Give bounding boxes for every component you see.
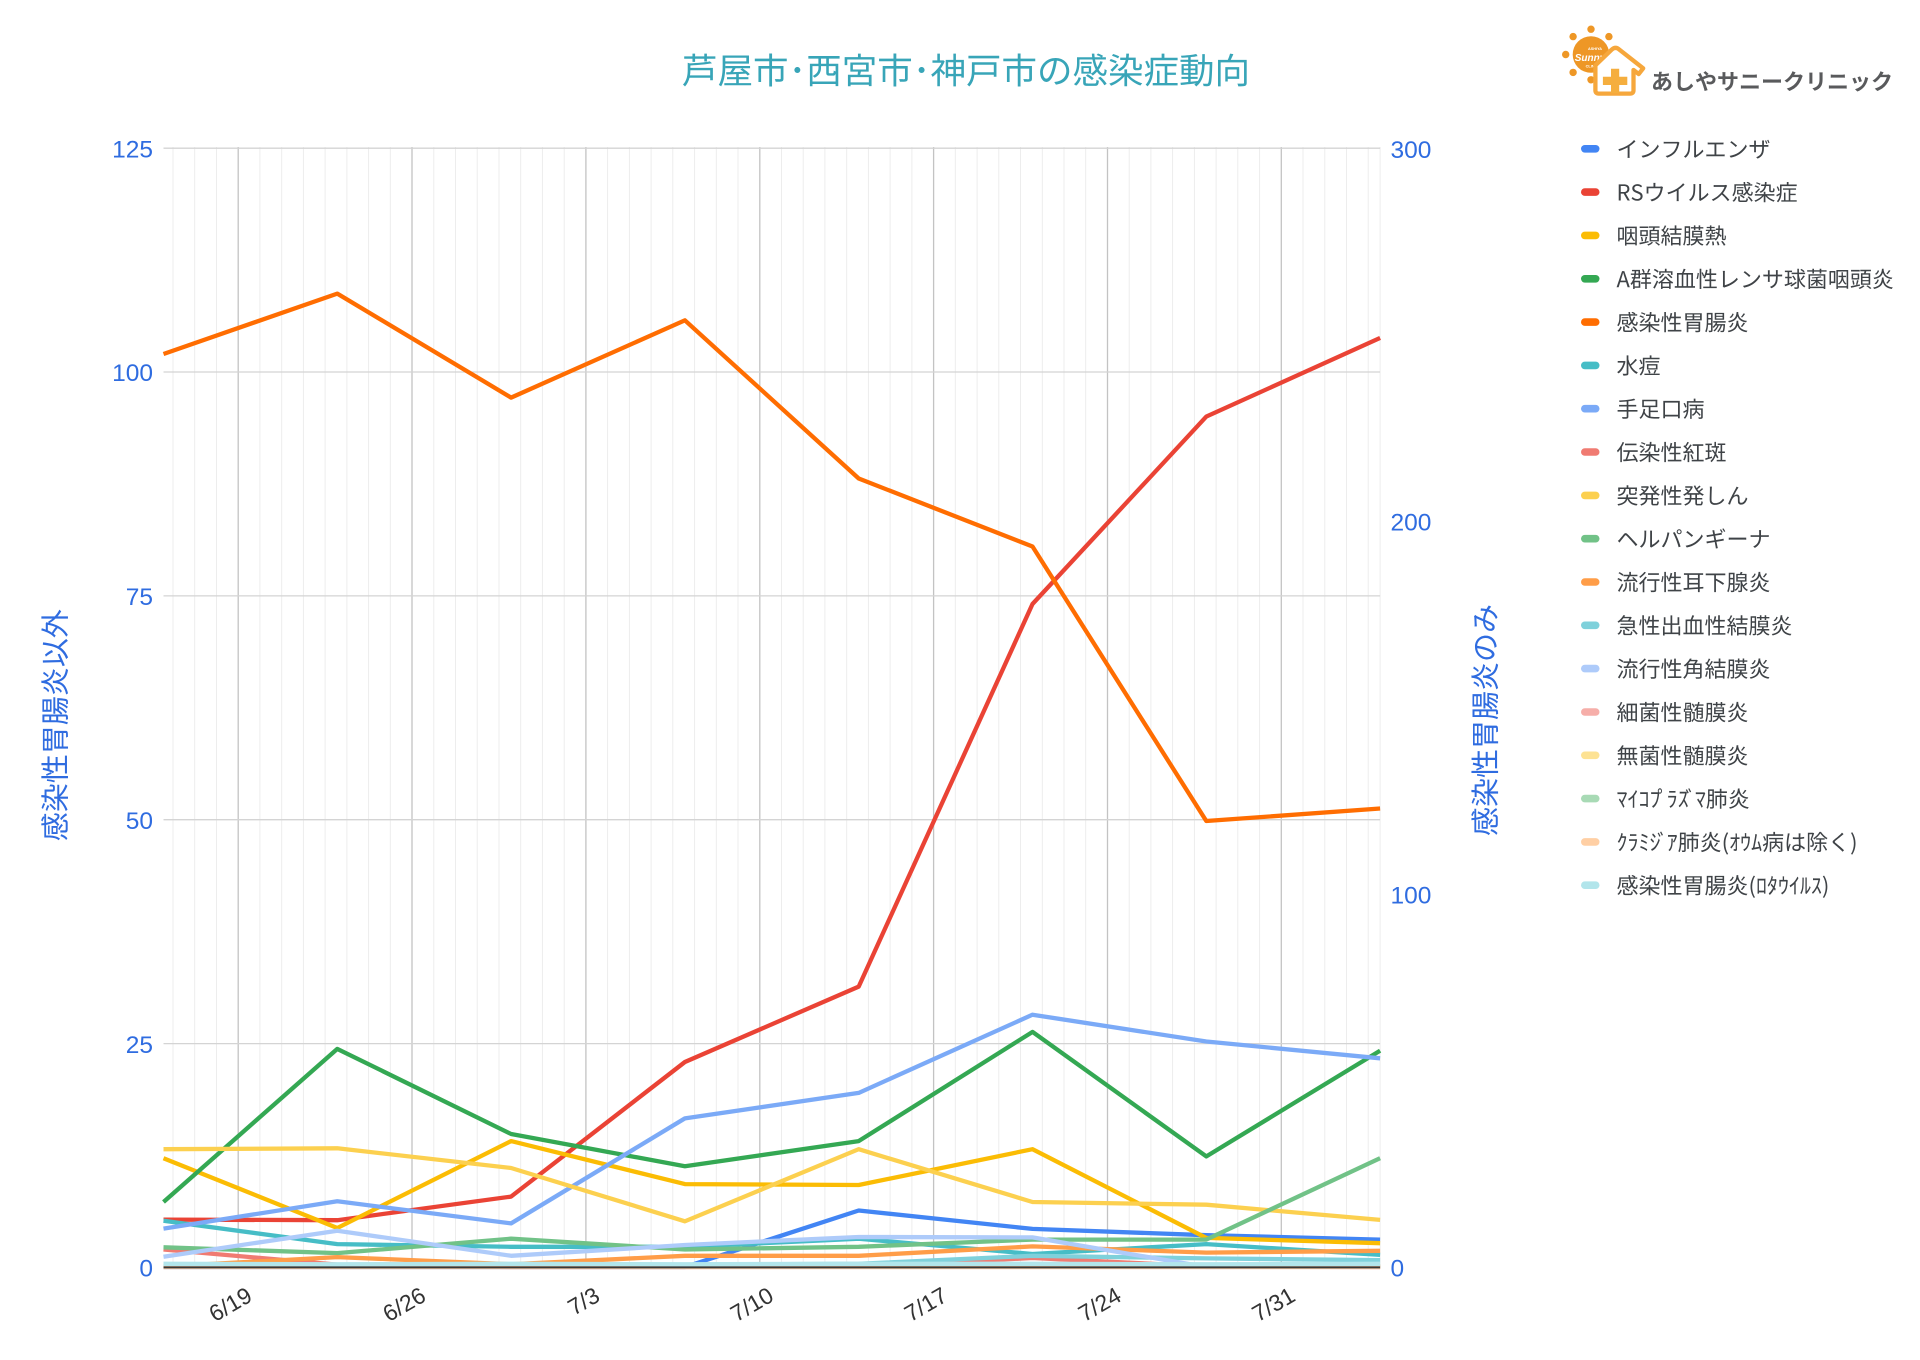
svg-text:75: 75 (126, 584, 153, 611)
svg-text:0: 0 (139, 1256, 153, 1283)
svg-text:CLINIC: CLINIC (1586, 65, 1599, 69)
svg-text:ASHIYA: ASHIYA (1588, 47, 1602, 51)
svg-text:Sunny: Sunny (1575, 53, 1606, 64)
svg-text:100: 100 (1391, 883, 1432, 910)
svg-text:25: 25 (126, 1032, 153, 1059)
svg-text:100: 100 (112, 360, 153, 387)
svg-text:200: 200 (1391, 510, 1432, 537)
svg-text:300: 300 (1391, 137, 1432, 164)
svg-text:50: 50 (126, 808, 153, 835)
svg-text:0: 0 (1391, 1256, 1405, 1283)
svg-text:125: 125 (112, 136, 153, 163)
